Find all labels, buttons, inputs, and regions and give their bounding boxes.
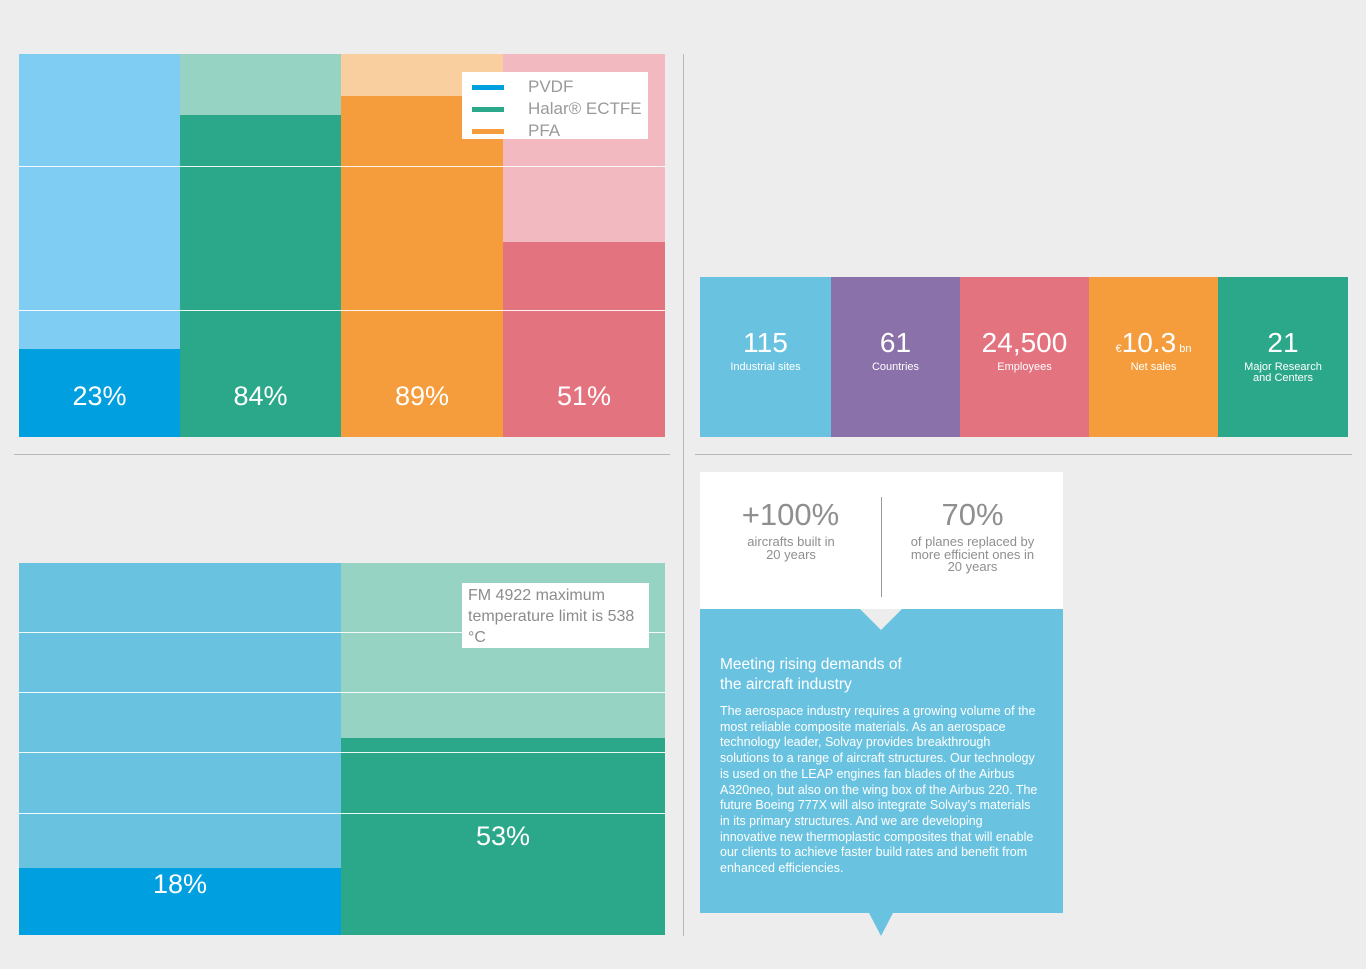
stat-industrial-sites: 115 Industrial sites [700, 277, 831, 437]
stat-research-centers-value: 21 [1267, 327, 1299, 358]
legend-item-pvdf: PVDF [462, 76, 648, 98]
stat-industrial-sites-label: Industrial sites [730, 361, 801, 373]
temperature-annotation: FM 4922 maximum temperature limit is 538… [462, 583, 649, 648]
temperature-bar-chart: 18% 53% FM 4922 maximum temperature limi… [19, 563, 665, 935]
stat-employees-value: 24,500 [981, 327, 1068, 358]
stat-net-sales-value: €10.3 bn [1115, 327, 1192, 358]
kpi-divider [881, 497, 882, 597]
bar-fourth-label: 51% [556, 381, 612, 411]
bar-left-label: 18% [152, 869, 208, 899]
bar-right-label: 53% [475, 821, 531, 851]
bar-right-fill [341, 738, 665, 935]
legend-swatch-halar [472, 106, 504, 112]
bar-fourth-fill [503, 242, 665, 437]
legend-label-halar: Halar® ECTFE [528, 99, 642, 118]
stat-industrial-sites-value: 115 [743, 327, 788, 358]
bar-halar: 84% [180, 54, 341, 437]
bar-pfa-fill [341, 96, 503, 437]
stat-net-sales: €10.3 bn Net sales [1089, 277, 1218, 437]
bar-halar-label: 84% [233, 381, 288, 411]
bar-left-fill [19, 868, 341, 935]
info-title: Meeting rising demands of the aircraft i… [720, 656, 902, 693]
bar-pvdf: 23% [19, 54, 180, 437]
bar-pvdf-label: 23% [72, 381, 127, 411]
chart-legend: PVDF Halar® ECTFE PFA [462, 72, 648, 142]
legend-label-pvdf: PVDF [528, 77, 574, 96]
stat-net-sales-label: Net sales [1130, 361, 1177, 373]
bar-halar-fill [180, 115, 341, 437]
legend-swatch-pvdf [472, 84, 504, 90]
stat-research-centers-label: Major Research and Centers [1244, 361, 1322, 384]
fluoropolymer-bar-chart: 23% 84% 89% 51% PVDF Halar® ECTFE PFA [19, 54, 665, 437]
bar-pfa-label: 89% [394, 381, 450, 411]
stat-countries-label: Countries [871, 361, 920, 373]
bar-left: 18% [19, 563, 341, 935]
vertical-divider [683, 54, 684, 936]
bar-pvdf-fill [19, 349, 180, 437]
kpi-planes-label: of planes replaced by more efficient one… [910, 534, 1035, 574]
stat-countries: 61 Countries [831, 277, 960, 437]
legend-item-halar: Halar® ECTFE [462, 98, 648, 120]
horizontal-divider-right [695, 454, 1352, 455]
kpi-card: +100% aircrafts built in 20 years 70% of… [700, 472, 1063, 609]
kpi-aircrafts-label: aircrafts built in 20 years [747, 534, 835, 562]
legend-item-pfa: PFA [462, 120, 648, 142]
stat-research-centers: 21 Major Research and Centers [1218, 277, 1348, 437]
legend-label-pfa: PFA [528, 121, 561, 140]
stat-employees-label: Employees [997, 361, 1052, 373]
kpi-planes-value: 70% [941, 497, 1004, 532]
kpi-aircrafts-value: +100% [741, 497, 840, 532]
horizontal-divider-left [14, 454, 670, 455]
info-body: The aerospace industry requires a growin… [720, 704, 1038, 876]
legend-swatch-pfa [472, 128, 504, 134]
info-panel-shape [700, 609, 1063, 936]
stat-countries-value: 61 [879, 327, 912, 358]
stat-employees: 24,500 Employees [960, 277, 1089, 437]
